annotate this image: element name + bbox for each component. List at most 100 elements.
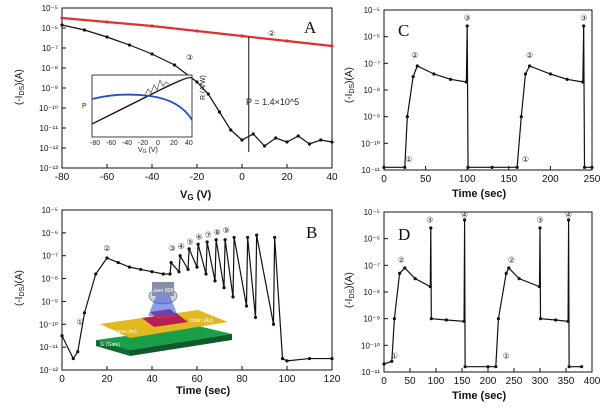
data-point: [285, 140, 289, 144]
y-tick-label: 10⁻⁶: [364, 33, 380, 42]
data-point: [105, 256, 109, 260]
panel-label: D: [398, 225, 410, 244]
series-line-cycle: [384, 25, 592, 168]
svg-text:-60: -60: [106, 140, 116, 147]
data-point: [466, 165, 470, 169]
data-point: [274, 136, 278, 140]
event-marker-1: ①: [76, 317, 83, 326]
data-point: [382, 362, 386, 366]
event-marker-3: ③: [169, 244, 176, 253]
event-marker-3: ③: [426, 216, 433, 225]
data-point: [82, 28, 87, 32]
gate-label: Si (Gate): [100, 342, 120, 348]
data-point: [280, 356, 285, 361]
data-point: [168, 272, 172, 276]
event-marker-6: ②: [508, 256, 515, 265]
data-point: [150, 52, 154, 56]
data-point: [172, 63, 177, 67]
data-point: [590, 165, 594, 169]
y-tick-label: 10⁻⁵: [42, 4, 58, 13]
data-point: [517, 277, 521, 281]
laser-label: Laser 808 nm: [151, 288, 182, 294]
event-marker-1: ①: [391, 352, 398, 361]
event-marker-9: ⑨: [223, 226, 230, 235]
axis-ticks: -80 -60 -40 -20 0 20 40 10⁻¹³ 10⁻¹² 10⁻¹¹ 10⁻¹⁰ 10⁻…: [39, 4, 338, 183]
y-tick-label: 10⁻⁷: [364, 59, 380, 68]
data-point: [232, 235, 236, 240]
event-markers: ① ② ③ ④ ① ② ③ ④: [391, 210, 572, 360]
y-tick-label: 10⁻⁹: [363, 315, 380, 324]
x-tick-label: 200: [542, 174, 559, 185]
data-point: [548, 72, 553, 76]
data-point: [494, 365, 498, 369]
y-tick-label: 10⁻⁷: [42, 44, 58, 53]
data-point: [60, 334, 64, 338]
event-marker-5: ⑤: [187, 237, 194, 246]
data-point: [217, 110, 222, 114]
y-tick-label: 10⁻¹⁰: [39, 320, 58, 329]
svg-text:0: 0: [156, 140, 160, 147]
inset-curve-black: [91, 76, 193, 125]
x-axis-label: Time (sec): [176, 385, 231, 397]
data-point: [307, 356, 312, 361]
data-point: [240, 34, 244, 38]
y-tick-label: 10⁻¹²: [40, 366, 59, 375]
x-tick-label: -60: [100, 172, 115, 183]
y-tick-label: 10⁻⁶: [42, 24, 58, 33]
event-marker-8: ④: [565, 210, 572, 219]
data-point: [444, 318, 448, 322]
data-point: [432, 72, 436, 76]
data-point: [523, 72, 528, 76]
axis-ticks: 0 20 40 60 80 100 120 10⁻¹² 10⁻¹¹ 10⁻¹⁰ 10⁻⁹ 10⁻⁸ 10…: [39, 206, 341, 385]
data-point: [496, 317, 500, 321]
device-illustration: Source (Au) Drain (Au) Si (Gate) Laser 8…: [96, 282, 232, 356]
data-point: [82, 311, 87, 315]
x-tick-label: 300: [532, 376, 549, 387]
y-tick-label: 10⁻⁸: [42, 64, 59, 73]
x-tick-label: 80: [236, 374, 248, 385]
x-tick-label: 100: [279, 374, 296, 385]
y-tick-label: 10⁻⁹: [41, 297, 58, 306]
data-point: [537, 285, 542, 289]
data-point: [139, 267, 143, 272]
data-point: [580, 365, 584, 369]
data-point: [565, 77, 569, 81]
y-axis-label: (-IDS)(A): [344, 272, 356, 308]
source-label: Source (Au): [110, 329, 137, 335]
marker-2: ②: [268, 29, 275, 38]
y-tick-label: 10⁻¹¹: [362, 368, 381, 377]
drain-label: Drain (Au): [190, 318, 213, 324]
x-tick-label: 0: [239, 172, 245, 183]
data-point: [231, 295, 235, 299]
x-tick-label: 200: [480, 376, 497, 387]
data-point: [186, 267, 190, 272]
plot-data: [382, 24, 594, 169]
data-point: [390, 359, 394, 363]
svg-text:40: 40: [185, 140, 193, 147]
event-marker-4: ④: [461, 210, 468, 219]
panel-label: A: [304, 18, 317, 37]
plot-data: [60, 233, 334, 363]
panel-d: 0 50 100 150 200 250 300 350 400 10⁻¹¹ 10⁻¹⁰ 10⁻⁹ 10…: [344, 208, 600, 402]
x-tick-label: -80: [55, 172, 70, 183]
data-point: [127, 43, 132, 47]
data-point: [195, 29, 199, 33]
x-tick-label: 50: [404, 376, 416, 387]
data-point: [519, 115, 523, 119]
y-tick-label: 10⁻⁵: [42, 206, 58, 215]
y-tick-label: 10⁻⁵: [364, 208, 380, 217]
svg-text:20: 20: [170, 140, 178, 147]
data-point: [554, 318, 558, 322]
data-point: [382, 165, 386, 169]
panel-label: B: [306, 223, 317, 242]
data-point: [204, 272, 208, 276]
data-point: [398, 271, 402, 275]
data-point: [244, 304, 249, 308]
x-tick-label: 20: [281, 172, 293, 183]
data-point: [464, 80, 468, 84]
data-point: [223, 238, 227, 242]
data-point: [465, 24, 469, 28]
data-point: [206, 92, 210, 96]
data-point: [161, 272, 165, 276]
x-tick-label: 250: [506, 376, 523, 387]
